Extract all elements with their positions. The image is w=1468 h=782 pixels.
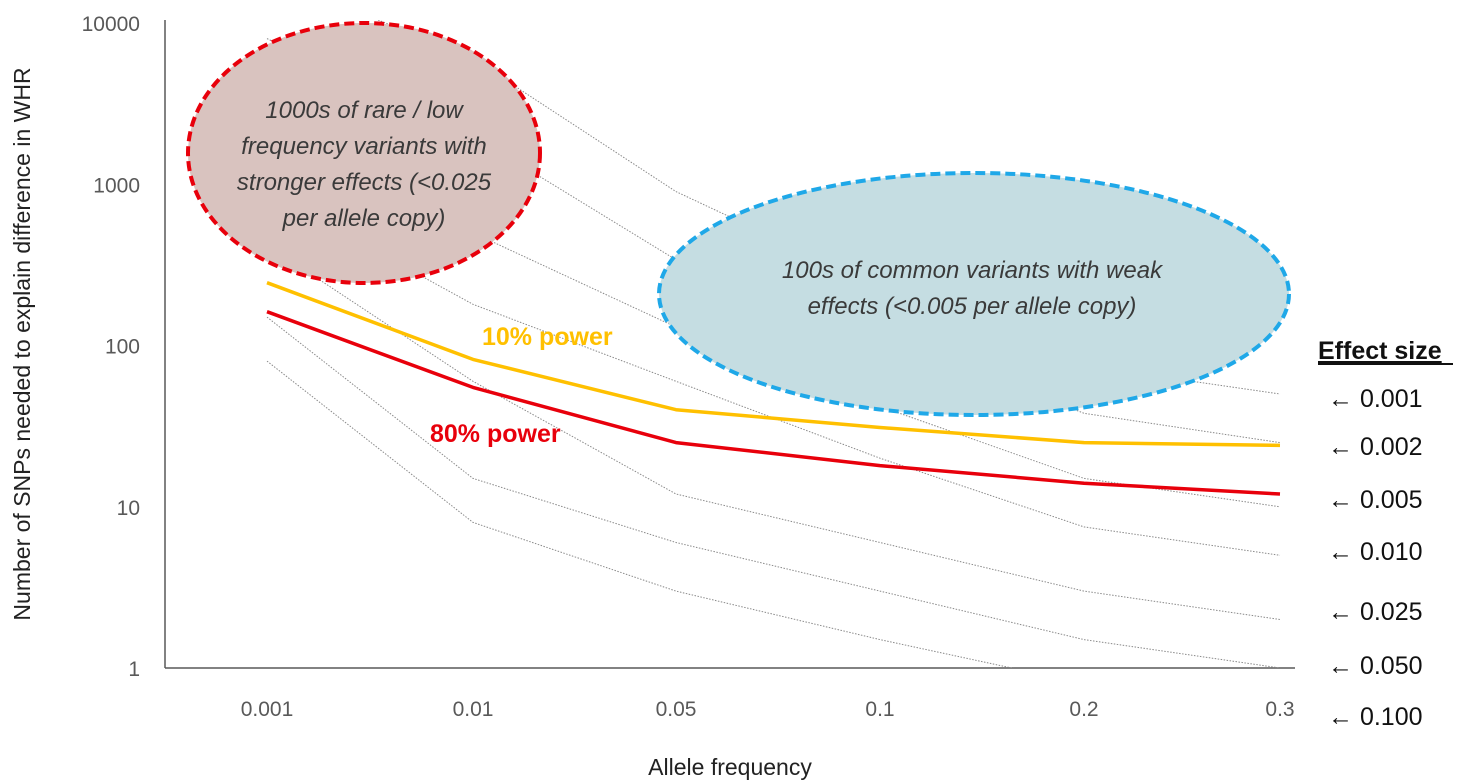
y-tick-label: 10	[117, 497, 140, 520]
x-tick-label: 0.001	[241, 698, 294, 721]
series-label-10-power: 10% power	[482, 323, 613, 351]
x-axis-title: Allele frequency	[648, 754, 812, 780]
effect-size-item: ← 0.100	[1328, 703, 1423, 731]
y-tick-labels: 1 10 100 1000 10000	[82, 13, 140, 681]
y-tick-label: 1	[128, 658, 140, 681]
series-line-80-power	[266, 310, 1281, 496]
power-series	[266, 281, 1281, 496]
effect-size-line-6	[266, 316, 1281, 668]
effect-size-line-4	[266, 191, 1281, 556]
x-tick-labels: 0.001 0.01 0.05 0.1 0.2 0.3	[241, 698, 1295, 721]
rare-annotation-line-4: per allele copy)	[282, 205, 446, 232]
effect-size-item: ← 0.025	[1328, 598, 1423, 626]
common-variants-annotation: 100s of common variants with weak effect…	[657, 171, 1291, 417]
effect-size-item: ← 0.002	[1328, 433, 1423, 461]
rare-annotation-line-3: stronger effects (<0.025	[237, 169, 492, 196]
effect-size-item: ← 0.010	[1328, 538, 1423, 566]
series-line-10-power	[266, 281, 1281, 448]
effect-size-line-7	[266, 360, 1015, 668]
rare-variants-ellipse	[186, 21, 542, 285]
effect-size-title: Effect size	[1318, 337, 1442, 365]
effect-size-legend: Effect size ← 0.001 ← 0.002 ← 0.005 ← 0.010…	[1318, 337, 1453, 731]
x-tick-label: 0.2	[1069, 698, 1098, 721]
y-tick-label: 1000	[93, 174, 140, 197]
common-variants-ellipse	[657, 171, 1291, 417]
common-annotation-line-2: effects (<0.005 per allele copy)	[808, 293, 1137, 320]
x-tick-label: 0.01	[453, 698, 494, 721]
x-tick-label: 0.3	[1265, 698, 1294, 721]
x-tick-label: 0.05	[656, 698, 697, 721]
rare-annotation-line-2: frequency variants with	[241, 133, 486, 160]
y-tick-label: 100	[105, 336, 140, 359]
effect-size-item: ← 0.050	[1328, 652, 1423, 680]
x-tick-label: 0.1	[865, 698, 894, 721]
series-label-80-power: 80% power	[430, 420, 561, 448]
rare-variants-annotation: 1000s of rare / low frequency variants w…	[186, 21, 542, 285]
y-axis-title: Number of SNPs needed to explain differe…	[9, 67, 35, 620]
effect-size-item: ← 0.005	[1328, 486, 1423, 514]
y-tick-label: 10000	[82, 13, 140, 36]
rare-annotation-line-1: 1000s of rare / low	[265, 97, 464, 124]
common-annotation-line-1: 100s of common variants with weak	[782, 257, 1164, 284]
effect-size-item: ← 0.001	[1328, 385, 1423, 413]
